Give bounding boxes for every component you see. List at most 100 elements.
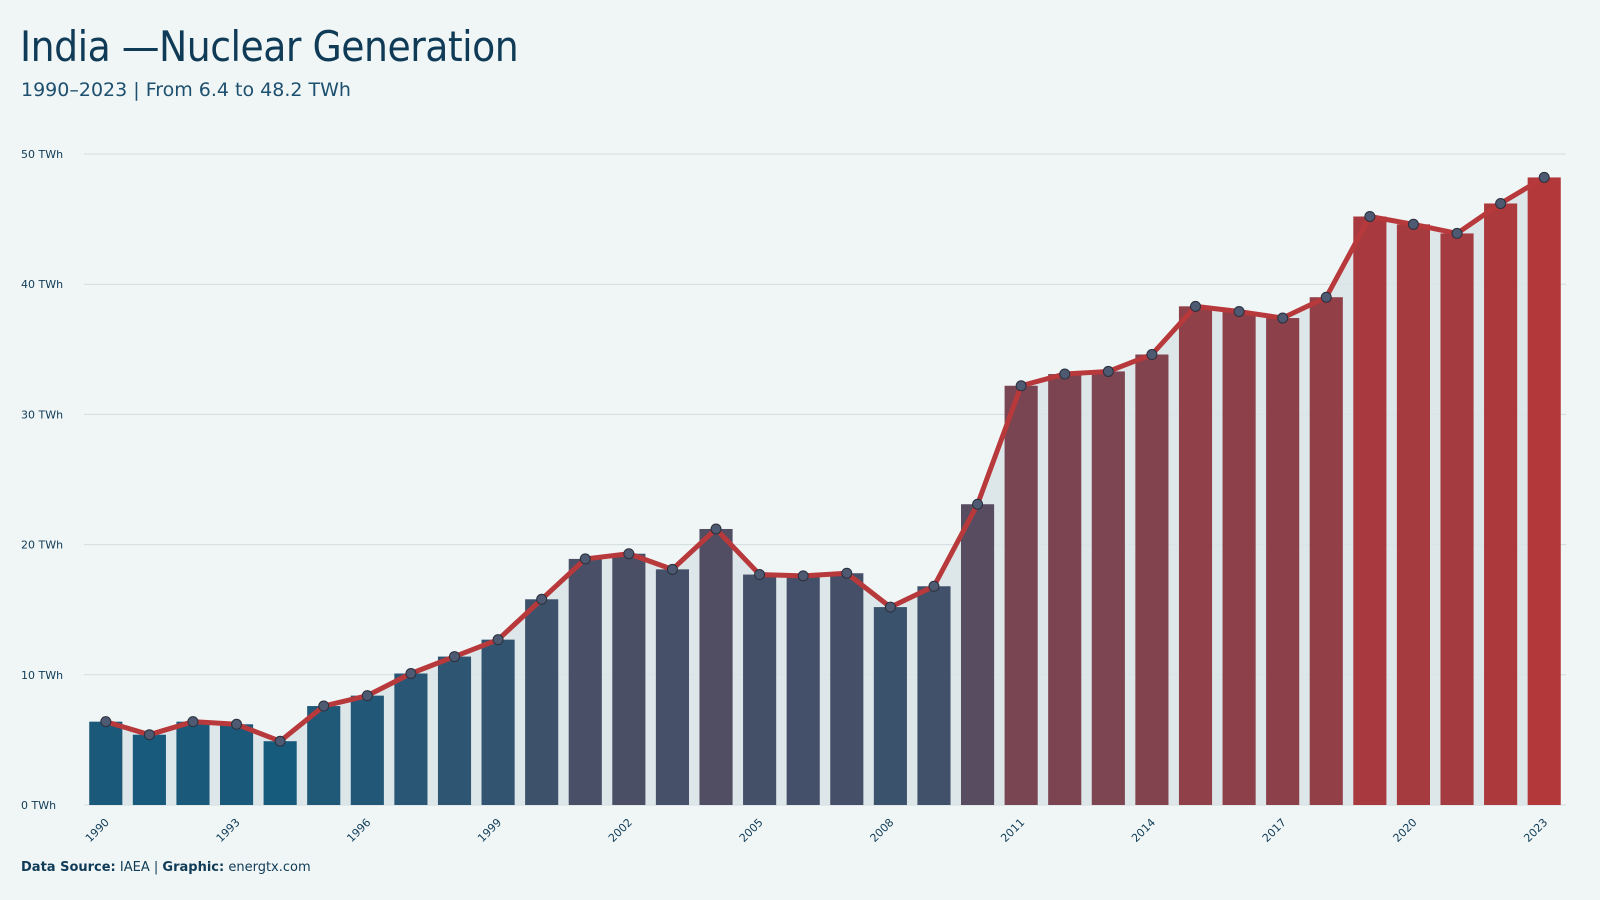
bar-layer: [89, 177, 1561, 806]
point-2013: [1102, 365, 1114, 377]
bar-2006: [786, 575, 820, 805]
bar-2002: [612, 553, 646, 805]
point-2006: [797, 570, 809, 582]
source-value: IAEA: [119, 860, 150, 875]
bar-1998: [437, 656, 472, 805]
bar-2001: [568, 558, 602, 805]
point-1996: [361, 690, 373, 702]
graphic-value: energtx.com: [228, 860, 311, 875]
point-1998: [449, 651, 460, 663]
x-tick-label: 1996: [344, 816, 373, 845]
point-2018: [1320, 291, 1332, 303]
bar-1995: [307, 706, 341, 805]
bar-2015: [1178, 306, 1213, 805]
bar-1992: [176, 721, 210, 805]
bar-1991: [132, 734, 166, 805]
point-2021: [1451, 227, 1463, 239]
bar-1999: [481, 639, 515, 805]
bar-2012: [1048, 374, 1082, 805]
point-1990: [100, 716, 112, 728]
bar-2014: [1135, 354, 1169, 805]
chart-title: India —Nuclear Generation: [20, 22, 519, 71]
x-tick-label: 2023: [1521, 816, 1550, 845]
point-2001: [579, 553, 591, 565]
x-tick-label: 2008: [868, 816, 897, 845]
point-1995: [318, 700, 330, 712]
bar-2016: [1222, 311, 1256, 805]
point-2008: [884, 601, 896, 613]
bar-2005: [743, 574, 777, 805]
y-tick-label: 50 TWh: [21, 148, 63, 161]
x-tick-label: 1999: [475, 816, 504, 845]
point-1999: [492, 634, 504, 646]
point-2019: [1364, 210, 1376, 222]
bar-2008: [873, 607, 907, 805]
point-2004: [710, 523, 722, 535]
point-2023: [1538, 171, 1550, 183]
footer-credits: Data Source: IAEA | Graphic: energtx.com: [21, 860, 311, 875]
point-2015: [1190, 300, 1201, 312]
bar-2020: [1396, 224, 1431, 806]
y-tick-label: 20 TWh: [21, 539, 63, 552]
bar-1996: [350, 695, 384, 805]
point-2022: [1495, 197, 1507, 209]
bar-2010: [960, 504, 995, 805]
y-axis-ticks: 0 TWh 10 TWh 20 TWh 30 TWh 40 TWh 50 TWh: [21, 148, 63, 812]
x-tick-label: 2011: [998, 816, 1027, 845]
bar-2007: [830, 573, 864, 805]
chart-subtitle: 1990–2023 | From 6.4 to 48.2 TWh: [21, 79, 351, 101]
point-2009: [928, 580, 940, 592]
bar-2023: [1527, 177, 1561, 805]
line-layer: [103, 174, 1547, 744]
point-2003: [666, 563, 678, 575]
bar-1994: [263, 741, 297, 805]
x-axis-ticks: 1990 1993 1996 1999 2002 2005 2008 2011 2014 2017…: [83, 816, 1550, 845]
bar-2011: [1004, 385, 1038, 805]
point-2010: [972, 498, 984, 510]
point-2007: [841, 567, 853, 579]
y-tick-label: 10 TWh: [21, 669, 63, 682]
y-tick-label: 40 TWh: [21, 278, 63, 291]
bar-2022: [1484, 203, 1518, 805]
point-2020: [1407, 218, 1419, 230]
point-2012: [1059, 368, 1071, 380]
bar-2018: [1309, 297, 1343, 805]
x-tick-label: 1990: [83, 816, 112, 845]
x-tick-label: 2005: [737, 816, 766, 845]
point-1994: [274, 735, 286, 747]
point-2011: [1015, 380, 1027, 392]
bar-2003: [655, 569, 690, 805]
point-1993: [231, 718, 243, 730]
series-line: [103, 174, 1547, 744]
bar-2000: [525, 599, 559, 805]
x-tick-label: 2002: [606, 816, 635, 845]
point-2002: [623, 548, 635, 560]
bar-2013: [1091, 371, 1125, 805]
point-2014: [1146, 349, 1158, 361]
point-1992: [187, 716, 199, 728]
bar-2004: [699, 528, 733, 805]
point-layer: [100, 171, 1550, 747]
y-tick-label: 0 TWh: [21, 799, 56, 812]
bar-1997: [394, 673, 428, 805]
bar-2019: [1353, 216, 1387, 806]
x-tick-label: 1993: [214, 816, 243, 845]
point-2017: [1277, 312, 1289, 324]
graphic-label: Graphic:: [162, 860, 225, 875]
x-tick-label: 2020: [1391, 816, 1420, 845]
point-1997: [405, 667, 417, 679]
bar-1990: [89, 721, 123, 805]
bar-2021: [1440, 233, 1474, 805]
bar-1993: [219, 724, 254, 805]
point-2000: [536, 593, 548, 605]
x-tick-label: 2017: [1260, 816, 1289, 845]
point-2005: [754, 569, 766, 581]
footer-separator: |: [153, 860, 159, 875]
bar-2009: [917, 586, 951, 805]
bar-2017: [1266, 318, 1300, 805]
source-label: Data Source:: [21, 860, 116, 875]
point-2016: [1233, 306, 1245, 318]
y-tick-label: 30 TWh: [21, 408, 63, 421]
point-1991: [143, 729, 155, 741]
